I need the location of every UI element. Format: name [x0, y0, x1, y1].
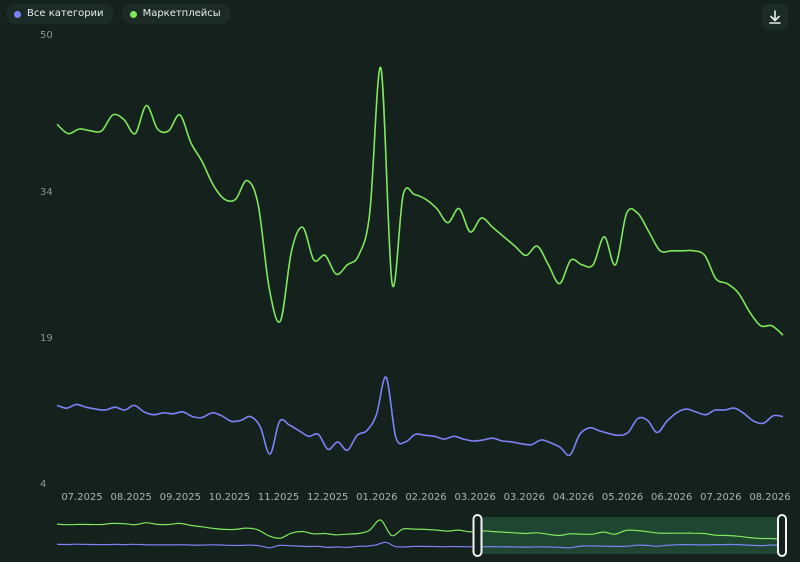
y-tick-label: 50	[40, 30, 53, 41]
legend-label: Все категории	[27, 8, 104, 19]
x-tick-label: 12.2025	[307, 492, 348, 503]
download-button[interactable]	[762, 4, 788, 30]
x-tick-label: 05.2026	[602, 492, 643, 503]
navigator-series-line-0	[56, 541, 783, 549]
x-tick-label: 06.2026	[651, 492, 692, 503]
navigator-handle-left[interactable]	[472, 514, 483, 557]
x-tick-label: 10.2025	[209, 492, 250, 503]
x-tick-label: 03.2026	[504, 492, 545, 503]
legend-dot	[14, 10, 21, 18]
legend-dot	[129, 10, 137, 18]
x-tick-label: 02.2026	[405, 492, 446, 503]
y-tick-label: 34	[40, 187, 53, 198]
y-axis: 50 34 19 4	[40, 30, 53, 490]
y-tick-label: 19	[40, 333, 53, 344]
x-tick-label: 11.2025	[258, 492, 299, 503]
legend-label: Маркетплейсы	[142, 8, 221, 19]
legend-item-all-categories[interactable]: Все категории	[6, 4, 114, 24]
x-tick-label: 01.2026	[356, 492, 397, 503]
legend-item-marketplaces[interactable]: Маркетплейсы	[121, 4, 231, 24]
series-line-0	[56, 376, 784, 457]
navigator-series-line-1	[56, 519, 783, 540]
download-icon	[769, 10, 781, 24]
x-tick-label: 08.2025	[110, 492, 151, 503]
series-line-1	[56, 66, 784, 336]
x-axis: 07.2025 08.2025 09.2025 10.2025 11.2025 12.20…	[61, 492, 790, 503]
x-tick-label: 07.2025	[61, 492, 102, 503]
x-tick-label: 03.2026	[454, 492, 495, 503]
x-tick-label: 09.2025	[160, 492, 201, 503]
navigator-selection[interactable]	[477, 517, 783, 554]
x-tick-label: 04.2026	[553, 492, 594, 503]
x-tick-label: 07.2026	[700, 492, 741, 503]
x-tick-label: 08.2026	[749, 492, 790, 503]
y-tick-label: 4	[40, 479, 46, 490]
series-lines	[56, 66, 784, 457]
legend: Все категории Маркетплейсы	[6, 4, 231, 24]
range-navigator[interactable]	[56, 514, 787, 557]
navigator-handle-right[interactable]	[777, 514, 787, 557]
